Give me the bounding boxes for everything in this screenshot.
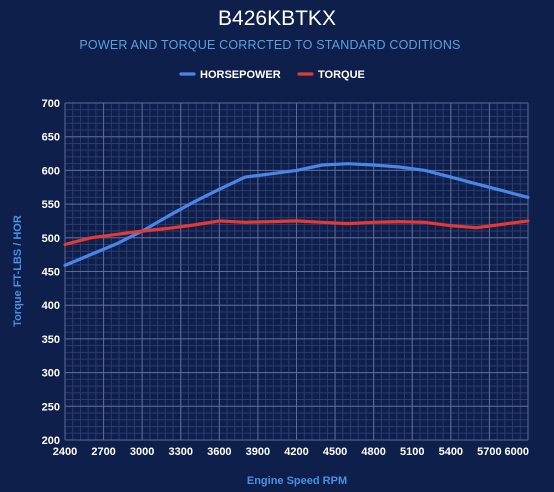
x-axis-label: Engine Speed RPM <box>247 475 347 487</box>
y-axis-label: Torque FT-LBS / HOR <box>12 215 24 327</box>
x-tick-label: 4500 <box>323 446 347 458</box>
x-tick-label: 6000 <box>505 446 529 458</box>
chart-title: B426KBTKX <box>218 7 336 30</box>
y-tick-label: 450 <box>42 267 60 279</box>
x-tick-label: 3000 <box>130 446 154 458</box>
x-tick-label: 2700 <box>91 446 115 458</box>
y-tick-label: 550 <box>42 199 60 211</box>
y-tick-label: 250 <box>42 401 60 413</box>
x-tick-label: 3600 <box>207 446 231 458</box>
y-tick-label: 500 <box>42 233 60 245</box>
y-tick-label: 400 <box>42 300 60 312</box>
y-tick-label: 650 <box>42 132 60 144</box>
grid <box>64 102 529 441</box>
series-line-torque <box>63 219 530 247</box>
y-tick-label: 350 <box>42 334 60 346</box>
x-tick-label: 5100 <box>400 446 424 458</box>
x-tick-label: 5700 <box>477 446 501 458</box>
series-lines <box>63 162 530 267</box>
y-tick-label: 300 <box>42 368 60 380</box>
chart-subtitle: POWER AND TORQUE CORRCTED TO STANDARD CO… <box>79 38 460 52</box>
x-tick-label: 4800 <box>361 446 385 458</box>
y-axis-ticks: 200 250 300 350 400 450 500 550 600 650 700 <box>42 98 60 447</box>
legend: HORSEPOWER TORQUE <box>179 69 365 81</box>
y-tick-label: 700 <box>42 98 60 110</box>
y-tick-label: 200 <box>42 435 60 447</box>
legend-label: TORQUE <box>318 69 365 81</box>
x-tick-label: 4200 <box>284 446 308 458</box>
legend-item-torque[interactable]: TORQUE <box>297 69 365 81</box>
legend-label: HORSEPOWER <box>200 69 281 81</box>
x-tick-label: 3300 <box>169 446 193 458</box>
x-tick-label: 2400 <box>53 446 77 458</box>
x-tick-label: 5400 <box>439 446 463 458</box>
x-tick-label: 3900 <box>246 446 270 458</box>
legend-item-horsepower[interactable]: HORSEPOWER <box>179 69 281 81</box>
y-tick-label: 600 <box>42 165 60 177</box>
x-axis-ticks: 2400 2700 3000 3300 3600 3900 4200 4500 4800 5100… <box>53 446 529 458</box>
